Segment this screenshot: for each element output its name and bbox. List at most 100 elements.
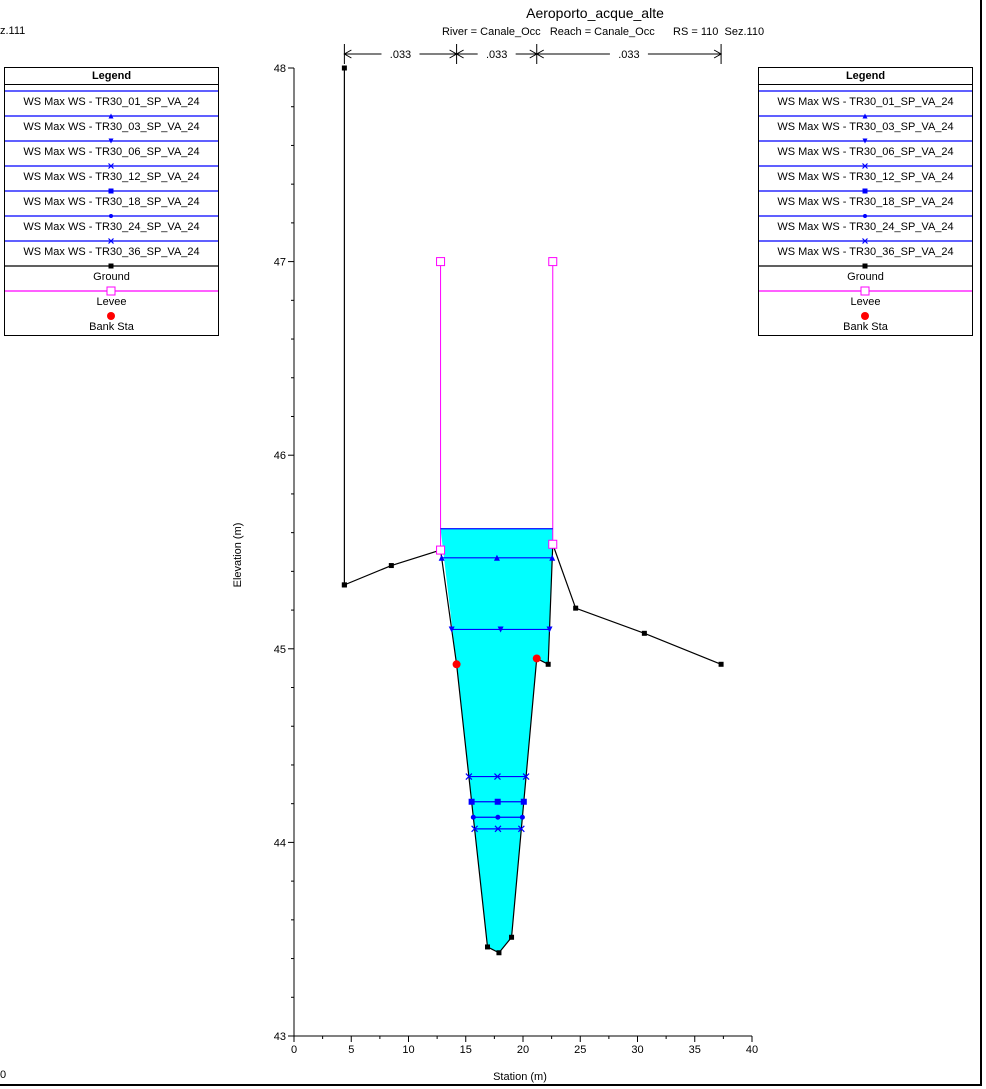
marker-square: [520, 798, 527, 805]
y-tick-label: 43: [274, 1031, 286, 1043]
legend-label: WS Max WS - TR30_24_SP_VA_24: [777, 221, 954, 233]
legend-symbol: [5, 263, 218, 269]
marker-triangle-up: [549, 554, 556, 561]
marker-square: [545, 661, 551, 667]
marker-x: [471, 825, 479, 833]
legend-item: Bank Sta: [5, 310, 218, 335]
marker-circle: [109, 214, 113, 218]
legend-item: WS Max WS - TR30_18_SP_VA_24: [759, 185, 972, 210]
legend-label: Levee: [96, 296, 127, 308]
marker-open-square: [106, 286, 116, 296]
chart-title: Aeroporto_acque_alte: [526, 5, 664, 21]
y-tick-label: 45: [274, 644, 286, 656]
ground-line: [343, 68, 722, 954]
marker-triangle-up: [493, 554, 500, 561]
legend-items: WS Max WS - TR30_01_SP_VA_24 WS Max WS - …: [759, 85, 972, 335]
marker-circle: [863, 214, 867, 218]
marker-triangle-up: [862, 113, 868, 119]
bank-stations: [452, 654, 541, 669]
legend-label: WS Max WS - TR30_12_SP_VA_24: [777, 171, 954, 183]
marker-dot: [107, 312, 115, 320]
marker-dot: [861, 312, 869, 320]
legend-item: Ground: [759, 260, 972, 285]
marker-x: [862, 238, 868, 244]
levees: [436, 257, 558, 555]
chart-subtitle: River = Canale_Occ Reach = Canale_Occ RS…: [442, 26, 764, 38]
legend-item: WS Max WS - TR30_18_SP_VA_24: [5, 185, 218, 210]
legend-label: WS Max WS - TR30_12_SP_VA_24: [23, 171, 200, 183]
x-tick-label: 20: [517, 1044, 529, 1056]
legend-label: Bank Sta: [843, 321, 888, 333]
legend-item: Levee: [5, 285, 218, 310]
legend-label: WS Max WS - TR30_06_SP_VA_24: [23, 146, 200, 158]
legend-symbol: [759, 238, 972, 244]
legend-symbol: [5, 138, 218, 144]
legend-label: WS Max WS - TR30_36_SP_VA_24: [777, 246, 954, 258]
marker-triangle-up: [438, 554, 445, 561]
legend-symbol: [759, 188, 972, 194]
marker-triangle-up: [108, 113, 114, 119]
legend-item: WS Max WS - TR30_06_SP_VA_24: [759, 135, 972, 160]
legend-item: WS Max WS - TR30_01_SP_VA_24: [759, 85, 972, 110]
marker-open-square: [436, 257, 446, 267]
legend-title: Legend: [5, 68, 218, 85]
legend-item: WS Max WS - TR30_12_SP_VA_24: [5, 160, 218, 185]
marker-circle: [495, 814, 501, 820]
legend-label: WS Max WS - TR30_06_SP_VA_24: [777, 146, 954, 158]
legend-symbol: [759, 286, 972, 296]
legend-item: WS Max WS - TR30_12_SP_VA_24: [759, 160, 972, 185]
legend-item: Levee: [759, 285, 972, 310]
marker-x: [517, 825, 525, 833]
legend-symbol: [5, 238, 218, 244]
marker-square: [862, 188, 868, 194]
marker-triangle-down: [448, 626, 455, 633]
legend-label: Bank Sta: [89, 321, 134, 333]
legend-label: WS Max WS - TR30_03_SP_VA_24: [23, 121, 200, 133]
legend-item: WS Max WS - TR30_06_SP_VA_24: [5, 135, 218, 160]
legend-symbol: [759, 214, 972, 218]
x-tick-label: 35: [689, 1044, 701, 1056]
marker-x: [862, 163, 868, 169]
legend-item: Bank Sta: [759, 310, 972, 335]
water-area: [440, 528, 553, 953]
manning-arrowhead: [455, 49, 464, 59]
cut-axis-tick: 0: [0, 1069, 7, 1081]
x-tick-label: 25: [574, 1044, 586, 1056]
marker-circle: [470, 814, 476, 820]
legend-item: WS Max WS - TR30_24_SP_VA_24: [5, 210, 218, 235]
marker-dot: [532, 654, 541, 663]
marker-triangle-down: [497, 626, 504, 633]
marker-triangle-down: [862, 138, 868, 144]
legend-symbol: [759, 138, 972, 144]
marker-square: [108, 263, 114, 269]
x-tick-label: 5: [348, 1044, 354, 1056]
x-tick-label: 10: [402, 1044, 414, 1056]
marker-triangle-down: [546, 626, 553, 633]
legend-items: WS Max WS - TR30_01_SP_VA_24 WS Max WS - …: [5, 85, 218, 335]
marker-square: [509, 934, 515, 940]
legend-label: WS Max WS - TR30_24_SP_VA_24: [23, 221, 200, 233]
marker-square: [108, 188, 114, 194]
marker-square: [494, 798, 501, 805]
y-tick-label: 47: [274, 257, 286, 269]
ground-profile: [341, 65, 724, 956]
marker-square: [862, 263, 868, 269]
legend-item: WS Max WS - TR30_36_SP_VA_24: [5, 235, 218, 260]
legend-label: WS Max WS - TR30_18_SP_VA_24: [23, 196, 200, 208]
y-axis-label: Elevation (m): [232, 523, 244, 588]
x-axis-label: Station (m): [493, 1071, 547, 1083]
marker-square: [485, 944, 491, 950]
x-tick-label: 30: [631, 1044, 643, 1056]
legend-label: WS Max WS - TR30_36_SP_VA_24: [23, 246, 200, 258]
x-tick-label: 15: [460, 1044, 472, 1056]
marker-open-square: [436, 545, 446, 555]
marker-square: [496, 950, 502, 956]
manning-n-label: .033: [486, 49, 507, 61]
legend-symbol: [5, 90, 218, 92]
legend-label: WS Max WS - TR30_18_SP_VA_24: [777, 196, 954, 208]
marker-open-square: [860, 286, 870, 296]
legend-symbol: [759, 263, 972, 269]
marker-open-square: [548, 539, 558, 549]
